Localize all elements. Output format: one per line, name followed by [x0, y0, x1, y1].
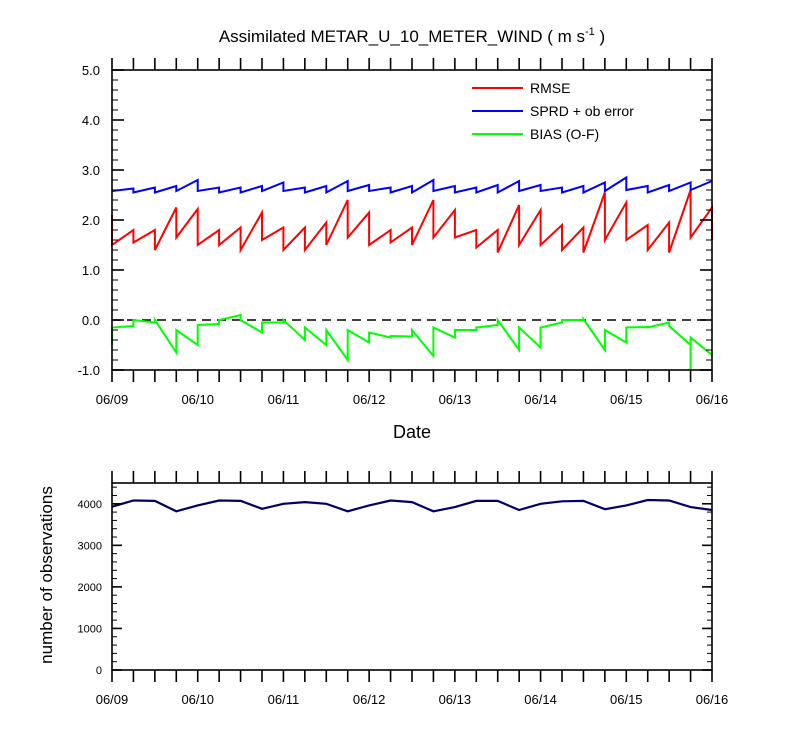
figure-title-close: ): [595, 27, 605, 46]
bottom-chart-frame: [111, 482, 713, 671]
bottom-x-tick-label: 06/09: [96, 692, 129, 707]
series-line-0: [111, 189, 713, 254]
bottom-x-tick-label: 06/13: [439, 692, 472, 707]
x-tick-label: 06/09: [96, 392, 129, 407]
top-chart: RMSE SPRD + ob error BIAS (O-F) Date 5.0 4.…: [78, 58, 729, 442]
bottom-x-tick-label: 06/14: [524, 692, 557, 707]
x-tick-label: 06/10: [181, 392, 214, 407]
y-tick-label: 5.0: [82, 63, 100, 78]
legend-label-1: SPRD + ob error: [530, 103, 634, 119]
series-line-2: [111, 313, 713, 370]
x-tick-label: 06/16: [696, 392, 729, 407]
figure-title-main: Assimilated METAR_U_10_METER_WIND ( m s: [219, 27, 585, 46]
bottom-chart: number of observations 4000 3000 2000 1000 0…: [37, 471, 728, 707]
top-chart-legend: RMSE SPRD + ob error BIAS (O-F): [472, 80, 634, 142]
bottom-chart-y-axis-label: number of observations: [37, 486, 56, 664]
figure-title: Assimilated METAR_U_10_METER_WIND ( m s-…: [219, 26, 605, 46]
bottom-y-tick-label: 4000: [78, 499, 102, 511]
bottom-x-tick-label: 06/16: [696, 692, 729, 707]
bottom-y-tick-label: 0: [96, 665, 102, 677]
y-tick-label: 0.0: [82, 313, 100, 328]
x-tick-label: 06/12: [353, 392, 386, 407]
x-tick-label: 06/14: [524, 392, 557, 407]
y-tick-label: 1.0: [82, 263, 100, 278]
figure-title-superscript: -1: [585, 26, 595, 38]
series-line-1: [111, 175, 713, 195]
top-chart-x-axis-label: Date: [393, 422, 431, 442]
x-tick-label: 06/13: [439, 392, 472, 407]
bottom-x-tick-label: 06/15: [610, 692, 643, 707]
bottom-y-tick-label: 3000: [78, 540, 102, 552]
bottom-y-tick-label: 1000: [78, 623, 102, 635]
legend-label-2: BIAS (O-F): [530, 126, 599, 142]
y-tick-label: 4.0: [82, 113, 100, 128]
bottom-y-tick-label: 2000: [78, 582, 102, 594]
bottom-x-tick-label: 06/10: [181, 692, 214, 707]
bottom-x-tick-label: 06/12: [353, 692, 386, 707]
x-tick-label: 06/11: [268, 392, 300, 407]
y-tick-label: 3.0: [82, 163, 100, 178]
observation-count-line: [111, 498, 713, 513]
y-tick-label: -1.0: [78, 363, 100, 378]
y-tick-label: 2.0: [82, 213, 100, 228]
x-tick-label: 06/15: [610, 392, 643, 407]
legend-label-0: RMSE: [530, 80, 570, 96]
bottom-x-tick-label: 06/11: [268, 692, 300, 707]
